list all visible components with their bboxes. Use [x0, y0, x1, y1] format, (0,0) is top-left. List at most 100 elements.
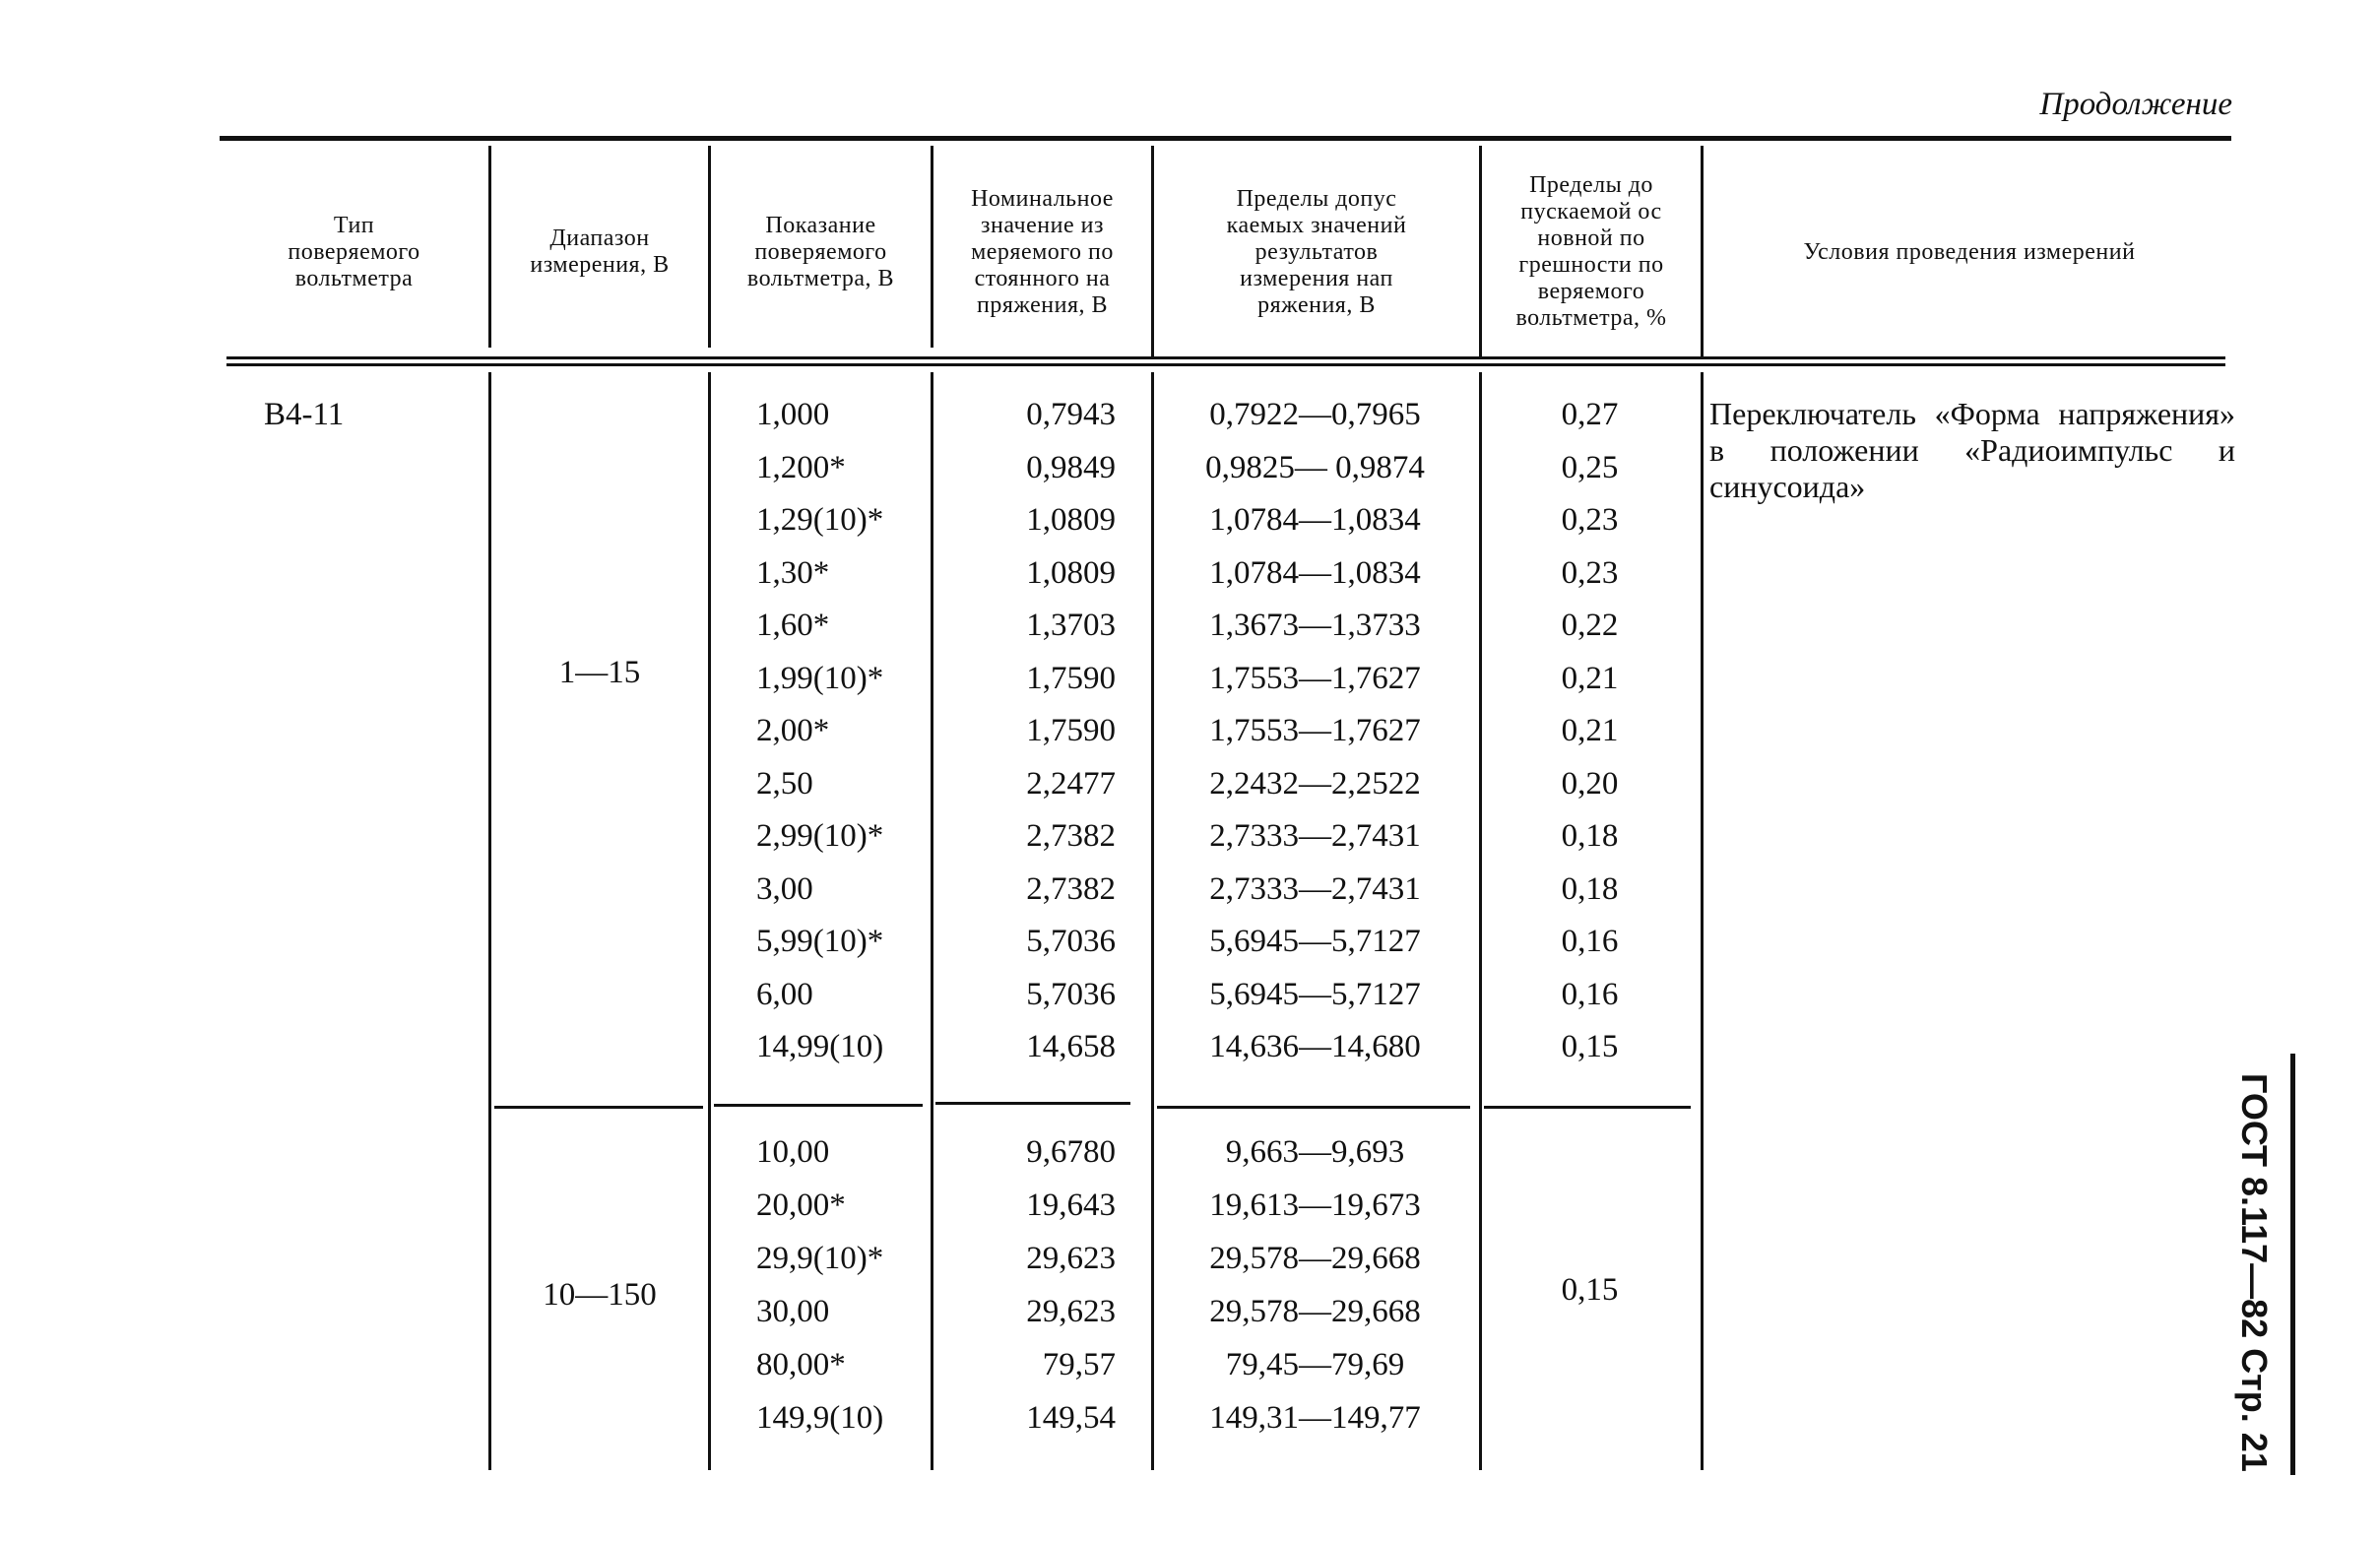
cell-reading: 1,29(10)*: [756, 502, 884, 538]
cell-nominal-value: 29,623: [1026, 1294, 1116, 1329]
header-rule-2: [226, 363, 2225, 366]
col-divider: [931, 372, 933, 1470]
cell-nominal-value: 149,54: [1026, 1400, 1116, 1436]
range-2: 10—150: [543, 1277, 657, 1313]
col-divider: [1701, 372, 1704, 1470]
page-caption: ГОСТ 8.117—82 Стр. 21: [2234, 1073, 2275, 1472]
cell-error: 0,23: [1561, 502, 1619, 538]
header-limits: Пределы допус каемых значений результато…: [1226, 185, 1407, 318]
header-rule-1: [226, 356, 2225, 359]
cell-error: 0,16: [1561, 924, 1619, 959]
cell-reading: 1,99(10)*: [756, 660, 884, 696]
measurement-conditions: Переключатель «Форма напряжения» в полож…: [1709, 396, 2235, 504]
cell-nominal-value: 1,7590: [1026, 713, 1116, 748]
cell-limits: 29,578—29,668: [1209, 1294, 1421, 1329]
section-divider: [494, 1106, 703, 1109]
col-divider: [1151, 372, 1154, 1470]
col-divider: [1479, 146, 1482, 357]
col-divider: [708, 372, 711, 1470]
error-section-2: 0,15: [1561, 1272, 1619, 1308]
header-nominal: Номинальное значение из меряемого по сто…: [971, 185, 1114, 318]
cell-reading: 1,200*: [756, 449, 846, 485]
cell-reading: 14,99(10): [756, 1029, 884, 1064]
cell-limits: 19,613—19,673: [1209, 1188, 1421, 1223]
cell-nominal-value: 5,7036: [1026, 976, 1116, 1012]
cell-nominal-value: 1,0809: [1026, 502, 1116, 538]
cell-error: 0,18: [1561, 818, 1619, 854]
section-divider: [935, 1102, 1130, 1105]
cell-nominal-value: 1,3703: [1026, 608, 1116, 643]
col-divider: [1479, 372, 1482, 1470]
col-divider: [708, 146, 711, 348]
cell-limits: 149,31—149,77: [1209, 1400, 1421, 1436]
cell-limits: 1,7553—1,7627: [1209, 660, 1421, 696]
cell-reading: 5,99(10)*: [756, 924, 884, 959]
col-divider: [1151, 146, 1154, 357]
cell-limits: 1,0784—1,0834: [1209, 502, 1421, 538]
cell-nominal-value: 9,6780: [1026, 1134, 1116, 1170]
cell-limits: 1,7553—1,7627: [1209, 713, 1421, 748]
col-divider: [1701, 146, 1704, 357]
top-rule: [220, 136, 2231, 141]
continuation-label: Продолжение: [2039, 87, 2232, 122]
cell-limits: 1,0784—1,0834: [1209, 554, 1421, 591]
cell-reading: 29,9(10)*: [756, 1241, 884, 1276]
cell-error: 0,21: [1561, 660, 1619, 696]
cell-reading: 2,99(10)*: [756, 818, 884, 854]
cell-reading: 6,00: [756, 976, 813, 1012]
cell-reading: 1,30*: [756, 554, 830, 591]
cell-nominal-value: 1,0809: [1026, 554, 1116, 591]
voltmeter-type: В4-11: [264, 397, 345, 432]
cell-limits: 0,7922—0,7965: [1209, 397, 1421, 432]
col-divider: [931, 146, 933, 348]
cell-error: 0,16: [1561, 976, 1619, 1012]
cell-reading: 20,00*: [756, 1188, 846, 1223]
col-divider: [488, 146, 491, 348]
cell-nominal-value: 2,2477: [1026, 765, 1116, 802]
cell-error: 0,15: [1561, 1029, 1619, 1064]
cell-error: 0,27: [1561, 397, 1619, 432]
cell-reading: 149,9(10): [756, 1400, 884, 1436]
header-voltmeter-type: Тип поверяемого вольтметра: [288, 212, 420, 291]
header-conditions: Условия проведения измерений: [1803, 238, 2136, 265]
section-divider: [1484, 1106, 1691, 1109]
cell-error: 0,23: [1561, 554, 1619, 591]
section-divider: [1157, 1106, 1470, 1109]
cell-limits: 9,663—9,693: [1225, 1134, 1405, 1170]
cell-nominal-value: 0,9849: [1026, 449, 1116, 485]
cell-nominal-value: 2,7382: [1026, 818, 1116, 854]
cell-nominal-value: 19,643: [1026, 1188, 1116, 1223]
cell-limits: 1,3673—1,3733: [1209, 608, 1421, 643]
cell-limits: 0,9825— 0,9874: [1205, 449, 1425, 485]
cell-limits: 14,636—14,680: [1209, 1029, 1421, 1064]
cell-reading: 3,00: [756, 870, 813, 907]
range-1: 1—15: [558, 655, 641, 690]
cell-limits: 5,6945—5,7127: [1209, 924, 1421, 959]
cell-nominal-value: 1,7590: [1026, 660, 1116, 696]
cell-error: 0,22: [1561, 608, 1619, 643]
cell-limits: 2,2432—2,2522: [1209, 765, 1421, 802]
cell-reading: 30,00: [756, 1294, 830, 1329]
cell-reading: 2,50: [756, 765, 813, 802]
cell-error: 0,21: [1561, 713, 1619, 748]
cell-limits: 2,7333—2,7431: [1209, 818, 1421, 854]
cell-nominal-value: 14,658: [1026, 1029, 1116, 1064]
cell-nominal-value: 2,7382: [1026, 870, 1116, 907]
cell-reading: 2,00*: [756, 713, 830, 748]
cell-limits: 5,6945—5,7127: [1209, 976, 1421, 1012]
cell-reading: 10,00: [756, 1134, 830, 1170]
cell-reading: 80,00*: [756, 1347, 846, 1382]
side-bar: [2290, 1054, 2295, 1475]
cell-reading: 1,000: [756, 397, 830, 432]
cell-limits: 79,45—79,69: [1225, 1347, 1405, 1382]
header-reading: Показание поверяемого вольтметра, В: [746, 212, 895, 291]
cell-limits: 29,578—29,668: [1209, 1241, 1421, 1276]
cell-nominal-value: 5,7036: [1026, 924, 1116, 959]
cell-error: 0,25: [1561, 449, 1619, 485]
cell-nominal-value: 29,623: [1026, 1241, 1116, 1276]
cell-nominal-value: 79,57: [1042, 1347, 1116, 1382]
cell-reading: 1,60*: [756, 608, 830, 643]
header-error: Пределы до пускаемой ос новной по грешно…: [1515, 172, 1667, 331]
header-range: Диапазон измерения, В: [530, 225, 670, 278]
section-divider: [714, 1104, 923, 1107]
